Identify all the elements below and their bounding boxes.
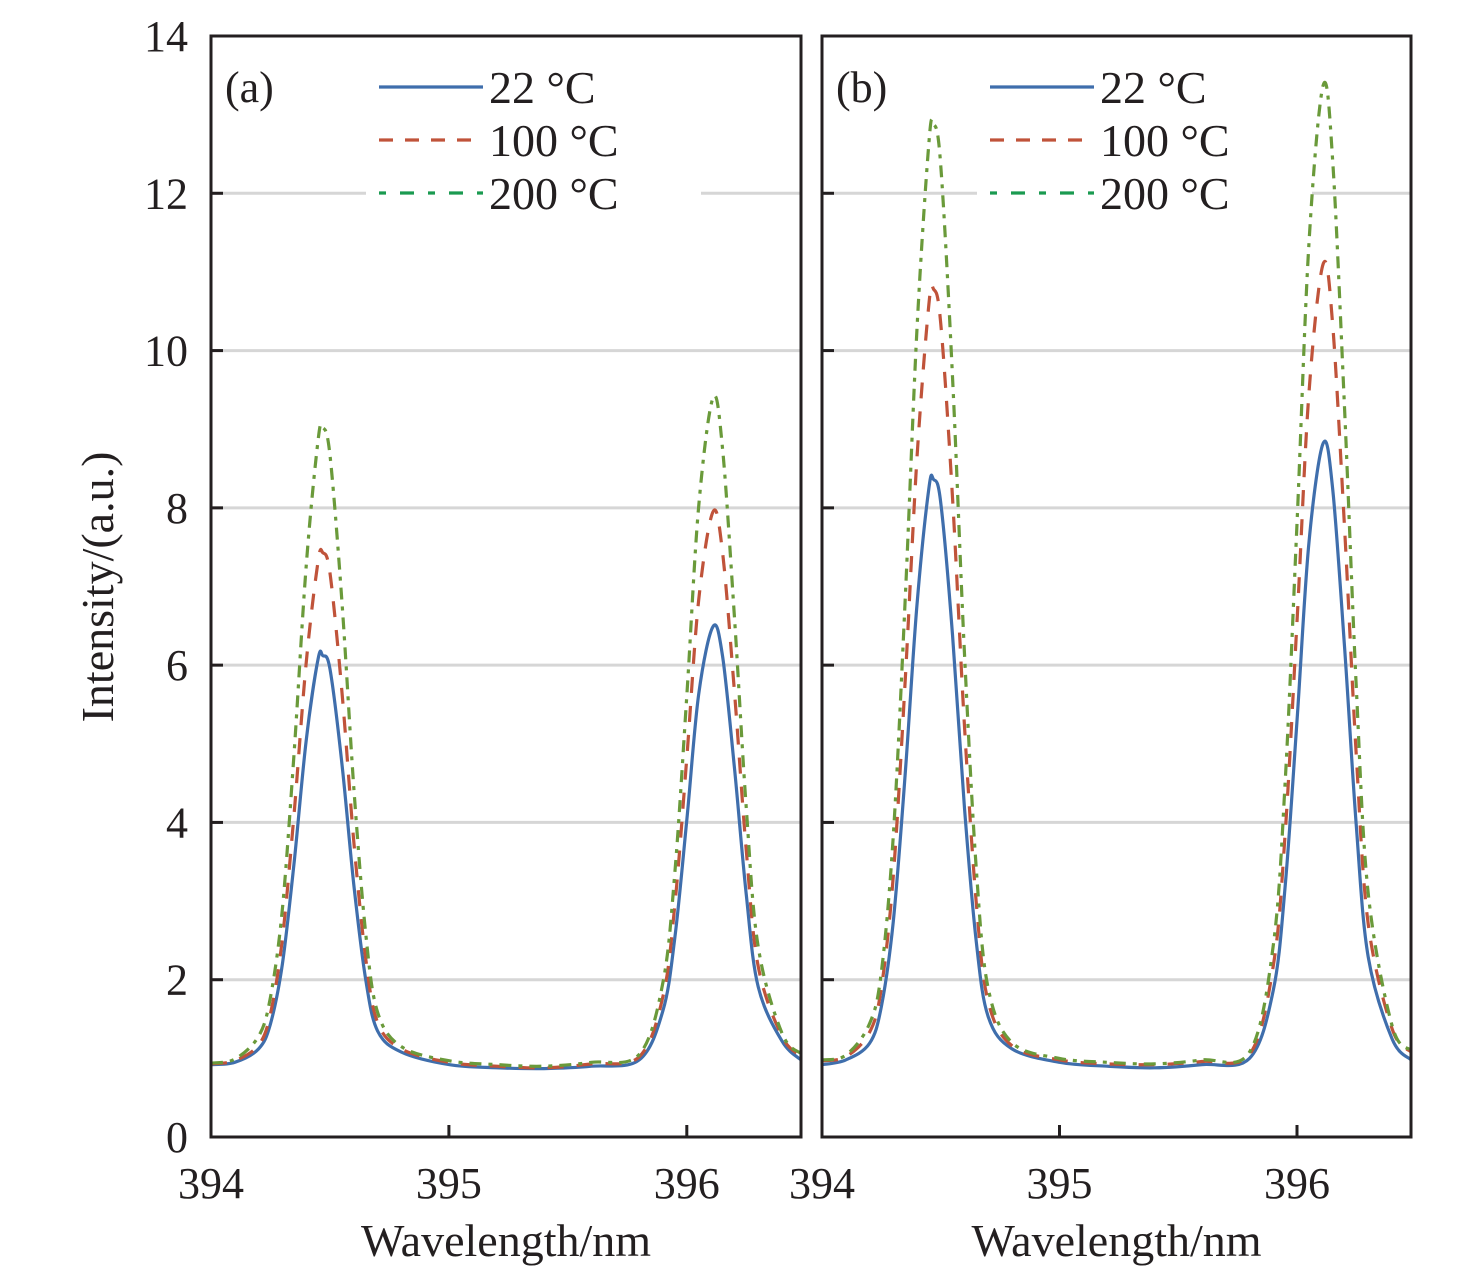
y-axis-title: Intensity/(a.u.) [72, 452, 123, 723]
y-tick-label: 14 [144, 12, 188, 61]
x-tick-labels: 394 395 396 [178, 1159, 720, 1208]
series-line-100c [821, 260, 1413, 1067]
series-lines [210, 394, 803, 1071]
legend: 22 °C 100 °C 200 °C [379, 62, 619, 219]
legend-label-22c: 22 °C [489, 62, 596, 113]
legend-label-100c: 100 °C [1100, 115, 1230, 166]
y-tick-label: 8 [166, 484, 188, 533]
panel-label: (b) [836, 63, 887, 112]
legend-label-200c: 200 °C [489, 168, 619, 219]
series-line-200c [210, 394, 803, 1068]
x-axis-title: Wavelength/nm [971, 1215, 1261, 1266]
panel-b: (b) 22 °C 100 °C 200 °C 394 395 396 Wavele… [789, 34, 1413, 1266]
gridlines [211, 191, 801, 982]
series-line-200c [821, 80, 1413, 1066]
legend-label-100c: 100 °C [489, 115, 619, 166]
legend-background [977, 50, 1312, 220]
x-tick-label: 395 [416, 1159, 482, 1208]
x-tick-label: 396 [1264, 1159, 1330, 1208]
y-tick-label: 0 [166, 1113, 188, 1162]
y-tick-labels: 0 2 4 6 8 10 12 14 [144, 12, 188, 1162]
legend-item-200c: 200 °C [379, 168, 619, 219]
legend-label-200c: 200 °C [1100, 168, 1230, 219]
plot-frame [209, 34, 803, 1139]
series-line-22c [210, 623, 803, 1071]
legend-item-200c: 200 °C [990, 168, 1230, 219]
x-tick-label: 394 [789, 1159, 855, 1208]
panel-label: (a) [225, 63, 274, 112]
x-tick-label: 395 [1027, 1159, 1093, 1208]
x-tick-label: 394 [178, 1159, 244, 1208]
series-line-22c [821, 439, 1413, 1070]
legend-item-100c: 100 °C [379, 115, 619, 166]
panel-a: (a) 22 °C 100 °C 200 °C 394 395 396 Wavele… [178, 34, 803, 1266]
legend-background [366, 50, 701, 220]
legend-item-100c: 100 °C [990, 115, 1230, 166]
legend-label-22c: 22 °C [1100, 62, 1207, 113]
y-tick-label: 6 [166, 641, 188, 690]
legend-item-22c: 22 °C [990, 62, 1207, 113]
legend: 22 °C 100 °C 200 °C [990, 62, 1230, 219]
x-tick-labels: 394 395 396 [789, 1159, 1330, 1208]
y-tick-label: 2 [166, 956, 188, 1005]
series-lines [821, 80, 1413, 1070]
x-tick-label: 396 [654, 1159, 720, 1208]
plot-frame [820, 34, 1413, 1139]
y-tick-label: 12 [144, 169, 188, 218]
legend-item-22c: 22 °C [379, 62, 596, 113]
y-tick-label: 10 [144, 327, 188, 376]
y-tick-label: 4 [166, 798, 188, 847]
x-axis-title: Wavelength/nm [361, 1215, 651, 1266]
series-line-100c [210, 508, 803, 1070]
